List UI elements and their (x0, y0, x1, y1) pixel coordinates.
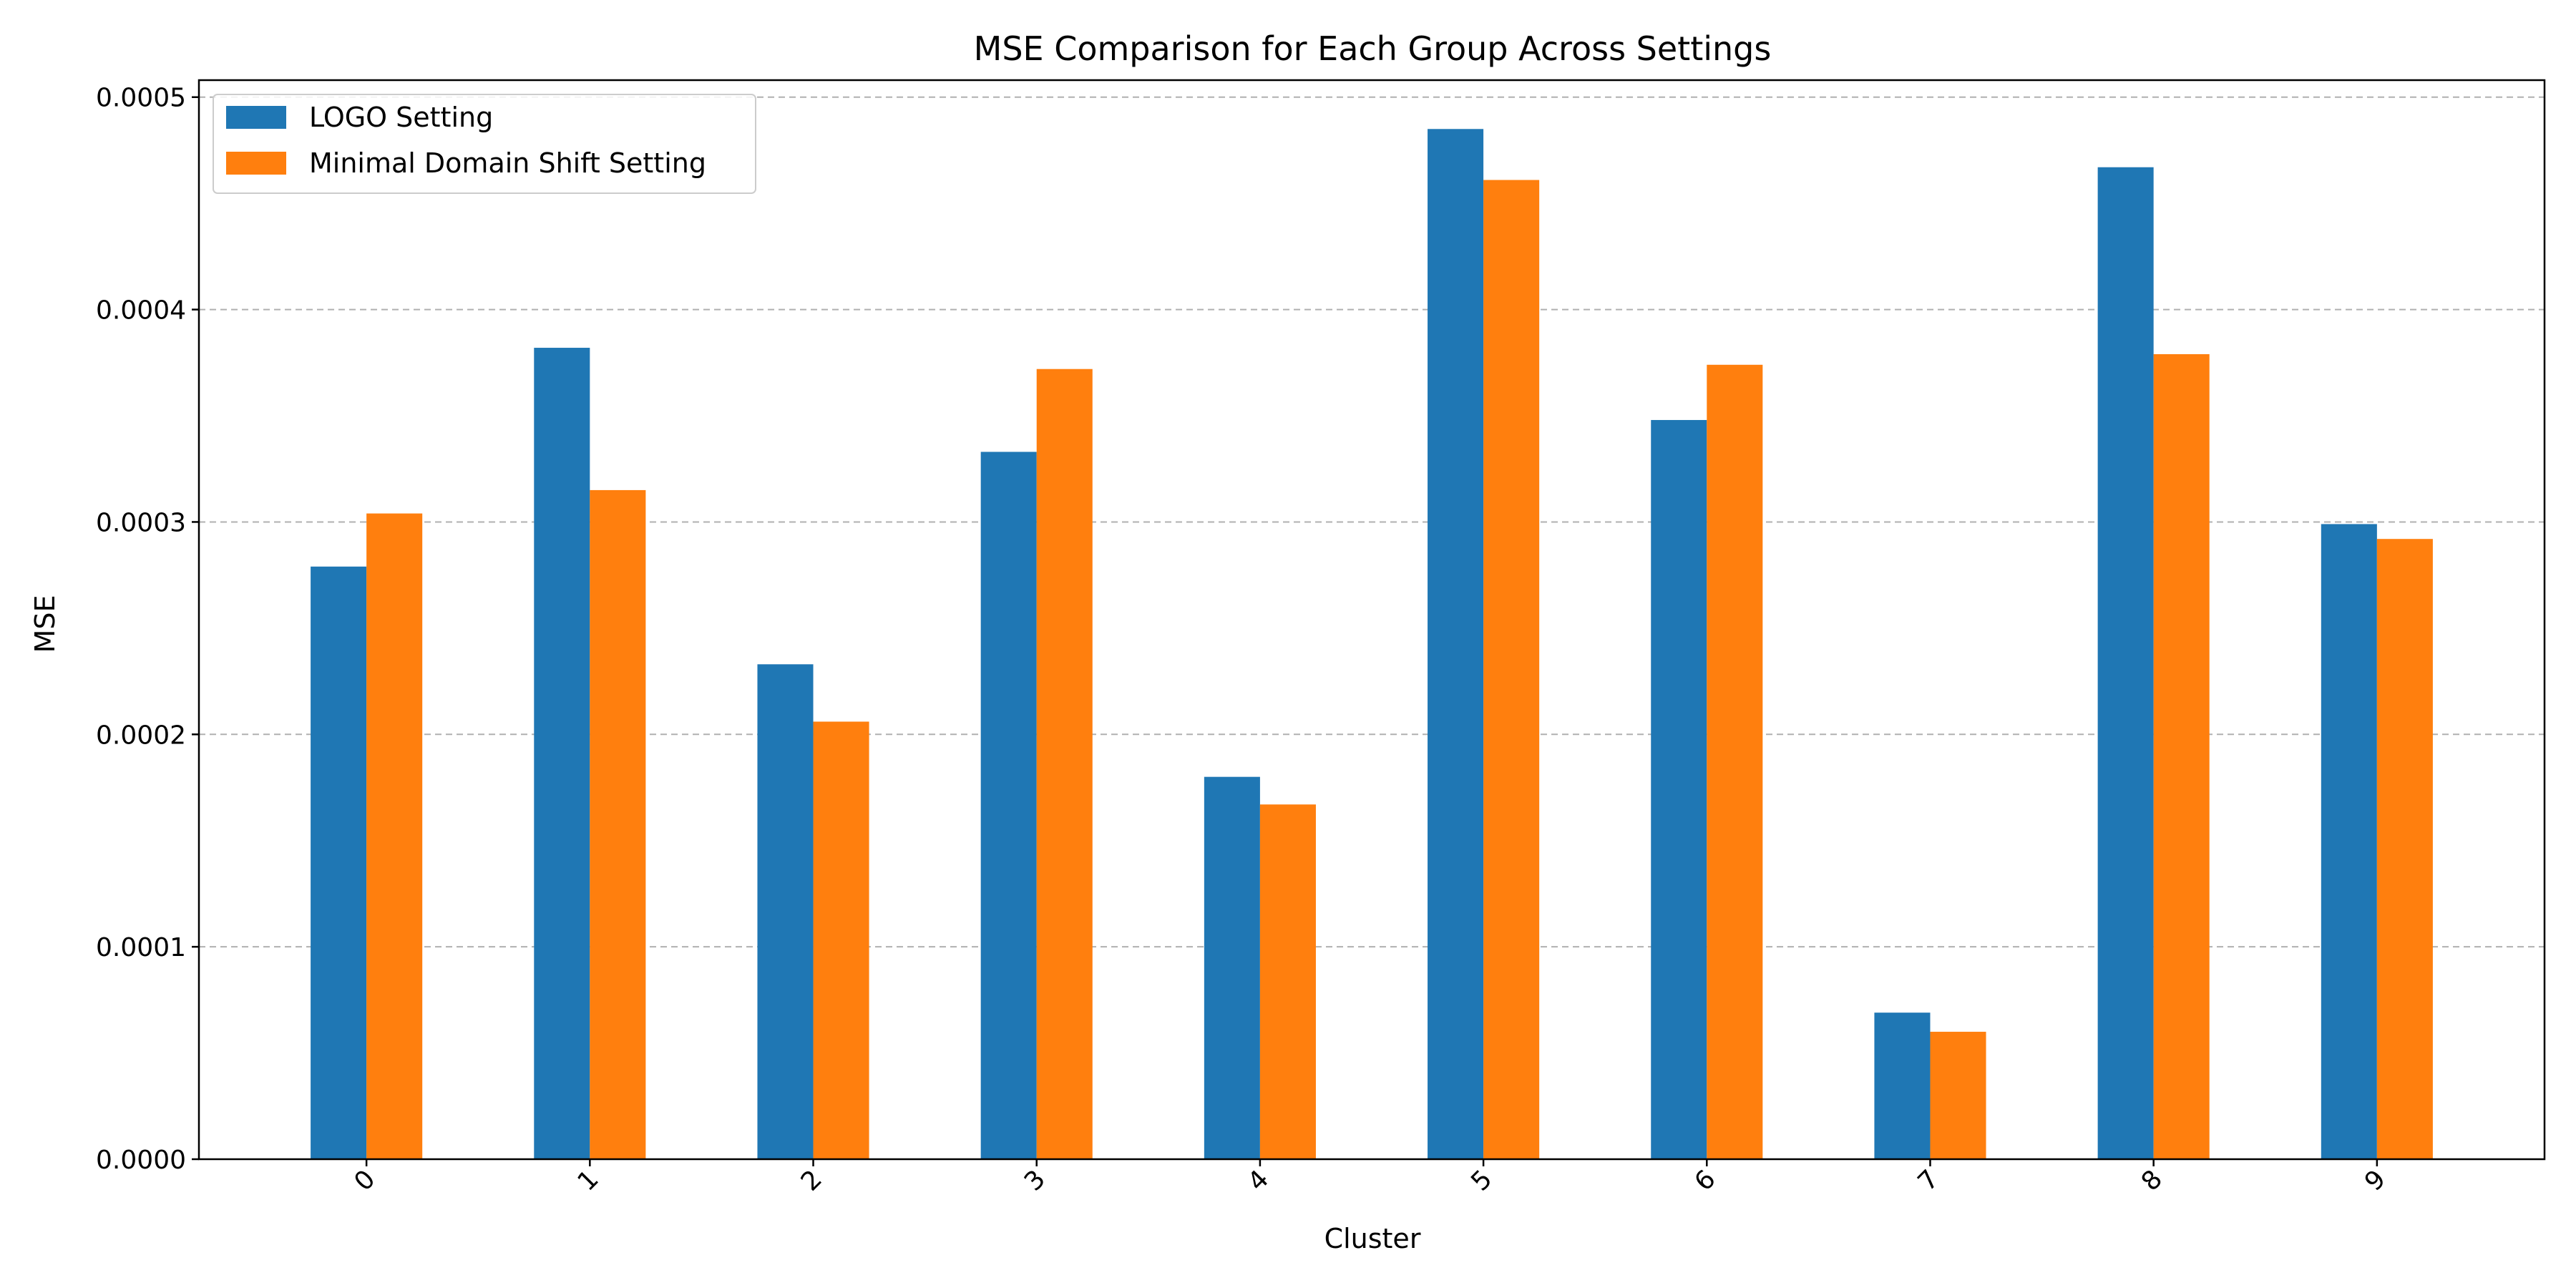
bar (366, 513, 423, 1159)
bar-series (366, 180, 2433, 1160)
bar (980, 452, 1037, 1159)
bar (590, 489, 646, 1159)
bar (2376, 539, 2433, 1159)
y-axis-ticks: 0.0000 0.0001 0.0002 0.0003 0.0004 0.0005 (96, 84, 199, 1175)
bar (1259, 804, 1316, 1159)
y-tick-label: 0.0001 (96, 933, 186, 962)
legend: LOGO Setting Minimal Domain Shift Setting (213, 94, 756, 194)
legend-label: LOGO Setting (309, 102, 493, 133)
bar (1428, 129, 1484, 1159)
y-tick-label: 0.0004 (96, 296, 186, 326)
bar (2153, 353, 2210, 1159)
y-tick-label: 0.0000 (96, 1146, 186, 1175)
bar (534, 348, 590, 1159)
bar (1483, 180, 1540, 1160)
legend-swatch (226, 152, 286, 175)
plot-area-frame (197, 79, 2546, 1161)
bar (311, 566, 367, 1159)
bar (2097, 167, 2154, 1160)
y-tick-label: 0.0005 (96, 84, 186, 113)
bars (311, 129, 2433, 1160)
bar (757, 664, 814, 1159)
bar (2321, 524, 2377, 1159)
bar-series (311, 129, 2377, 1160)
y-tick-label: 0.0002 (96, 721, 186, 750)
bar (1036, 369, 1093, 1159)
legend-label: Minimal Domain Shift Setting (309, 147, 706, 179)
x-axis-label: Cluster (1324, 1223, 1421, 1254)
bar (1930, 1031, 1986, 1159)
legend-swatch (226, 106, 286, 129)
bar (1874, 1013, 1931, 1159)
chart-title: MSE Comparison for Each Group Across Set… (974, 29, 1772, 68)
y-axis-label: MSE (29, 595, 61, 653)
bar (1204, 776, 1260, 1159)
legend-box (213, 94, 756, 194)
y-tick-label: 0.0003 (96, 508, 186, 537)
bar (813, 721, 869, 1159)
bar (1707, 364, 1763, 1159)
bar (1651, 419, 1707, 1159)
